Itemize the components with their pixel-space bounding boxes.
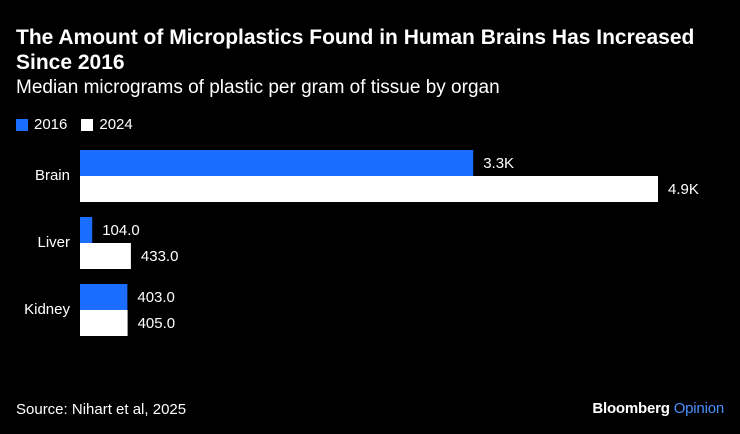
brand-name: Bloomberg xyxy=(592,400,670,417)
bar-liver-2016 xyxy=(80,217,93,243)
bar-brain-2016 xyxy=(80,150,474,176)
brand-logo: Bloomberg Opinion xyxy=(592,400,724,417)
data-label-liver-2024: 433.0 xyxy=(141,248,179,265)
bar-kidney-2024 xyxy=(80,310,128,336)
data-label-brain-2024: 4.9K xyxy=(668,181,699,198)
chart-title: The Amount of Microplastics Found in Hum… xyxy=(16,26,695,74)
chart-subtitle: Median micrograms of plastic per gram of… xyxy=(16,77,500,98)
data-label-brain-2016: 3.3K xyxy=(483,155,514,172)
category-label-brain: Brain xyxy=(35,167,70,184)
legend-swatch-2024 xyxy=(81,118,94,131)
legend-label-2024: 2024 xyxy=(99,116,133,133)
category-label-kidney: Kidney xyxy=(24,301,70,318)
legend-label-2016: 2016 xyxy=(34,116,68,133)
brand-section: Opinion xyxy=(673,400,725,417)
data-label-kidney-2016: 403.0 xyxy=(137,289,175,306)
bar-liver-2024 xyxy=(80,243,131,269)
data-label-kidney-2024: 405.0 xyxy=(138,315,176,332)
bar-kidney-2016 xyxy=(80,284,128,310)
legend-swatch-2016 xyxy=(16,118,28,131)
legend-item-2024: 2024 xyxy=(81,116,133,133)
data-label-liver-2016: 104.0 xyxy=(102,222,140,239)
category-label-liver: Liver xyxy=(37,234,70,251)
source-note: Source: Nihart et al, 2025 xyxy=(16,401,187,418)
bar-brain-2024 xyxy=(80,176,658,202)
legend-item-2016: 2016 xyxy=(16,116,67,133)
legend: 2016 2024 xyxy=(16,116,147,133)
